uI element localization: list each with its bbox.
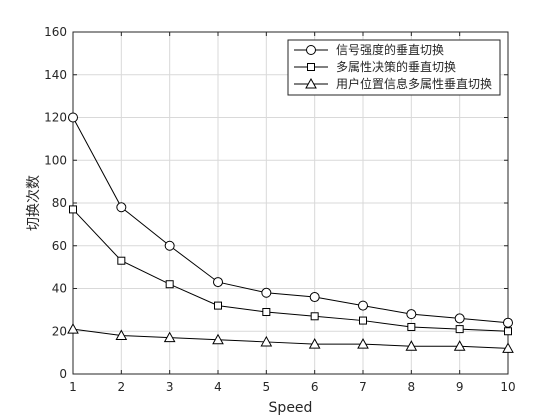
x-tick-label: 8 bbox=[408, 380, 416, 394]
y-tick-label: 80 bbox=[52, 196, 67, 210]
x-tick-label: 9 bbox=[456, 380, 464, 394]
y-tick-label: 120 bbox=[44, 111, 67, 125]
point-marker bbox=[67, 323, 79, 334]
series-2 bbox=[69, 205, 512, 336]
y-axis-label: 切换次数 bbox=[25, 175, 42, 231]
y-tick-label: 60 bbox=[52, 239, 67, 253]
point-marker bbox=[406, 309, 417, 320]
legend-item: 用户位置信息多属性垂直切换 bbox=[294, 76, 492, 91]
point-marker bbox=[262, 308, 271, 317]
point-marker bbox=[359, 316, 367, 325]
point-marker bbox=[407, 322, 416, 331]
point-marker bbox=[405, 340, 418, 351]
point-marker bbox=[260, 335, 273, 347]
series-1 bbox=[68, 112, 513, 328]
point-marker bbox=[307, 63, 315, 71]
point-marker bbox=[308, 338, 321, 349]
y-tick-label: 20 bbox=[52, 324, 67, 338]
point-marker bbox=[261, 287, 272, 298]
x-axis-label: Speed bbox=[269, 400, 313, 416]
series-3 bbox=[67, 323, 514, 353]
point-marker bbox=[453, 340, 466, 351]
point-marker bbox=[69, 205, 77, 214]
point-marker bbox=[213, 277, 223, 288]
legend-item: 多属性决策的垂直切换 bbox=[294, 59, 456, 74]
point-marker bbox=[115, 329, 128, 341]
y-tick-label: 40 bbox=[52, 282, 67, 296]
x-tick-label: 3 bbox=[166, 380, 174, 394]
point-marker bbox=[164, 240, 175, 251]
point-marker bbox=[212, 333, 224, 345]
point-marker bbox=[309, 292, 320, 303]
x-axis: 1 2 3 4 5 6 7 8 9 10 bbox=[69, 32, 516, 394]
x-tick-label: 10 bbox=[500, 380, 515, 394]
point-marker bbox=[357, 338, 369, 349]
point-marker bbox=[310, 312, 319, 321]
series-line bbox=[72, 209, 509, 332]
point-marker bbox=[454, 313, 465, 324]
y-tick-label: 100 bbox=[44, 153, 67, 167]
series-line bbox=[72, 117, 509, 324]
point-marker bbox=[214, 301, 222, 310]
point-marker bbox=[504, 327, 512, 336]
point-marker bbox=[502, 342, 514, 353]
y-axis: 0 20 40 60 80 100 120 140 160 bbox=[44, 25, 508, 381]
series-line bbox=[72, 328, 509, 349]
point-marker bbox=[358, 300, 368, 311]
point-marker bbox=[503, 317, 513, 328]
y-tick-label: 0 bbox=[59, 367, 67, 381]
point-marker bbox=[305, 77, 317, 89]
x-tick-label: 1 bbox=[69, 380, 77, 394]
x-tick-label: 2 bbox=[118, 380, 126, 394]
y-tick-label: 140 bbox=[44, 68, 67, 82]
x-tick-label: 7 bbox=[359, 380, 367, 394]
point-marker bbox=[68, 112, 78, 123]
point-marker bbox=[116, 202, 127, 213]
point-marker bbox=[306, 45, 316, 55]
point-marker bbox=[117, 256, 126, 265]
point-marker bbox=[455, 325, 464, 334]
legend-label: 信号强度的垂直切换 bbox=[336, 42, 444, 57]
x-tick-label: 4 bbox=[214, 380, 222, 394]
y-tick-label: 160 bbox=[44, 25, 67, 39]
point-marker bbox=[163, 331, 176, 343]
legend-label: 多属性决策的垂直切换 bbox=[336, 59, 456, 74]
x-tick-label: 6 bbox=[311, 380, 319, 394]
x-tick-label: 5 bbox=[263, 380, 271, 394]
legend-item: 信号强度的垂直切换 bbox=[294, 42, 444, 57]
legend-label: 用户位置信息多属性垂直切换 bbox=[336, 76, 492, 91]
point-marker bbox=[165, 280, 174, 289]
series-group bbox=[67, 112, 514, 353]
